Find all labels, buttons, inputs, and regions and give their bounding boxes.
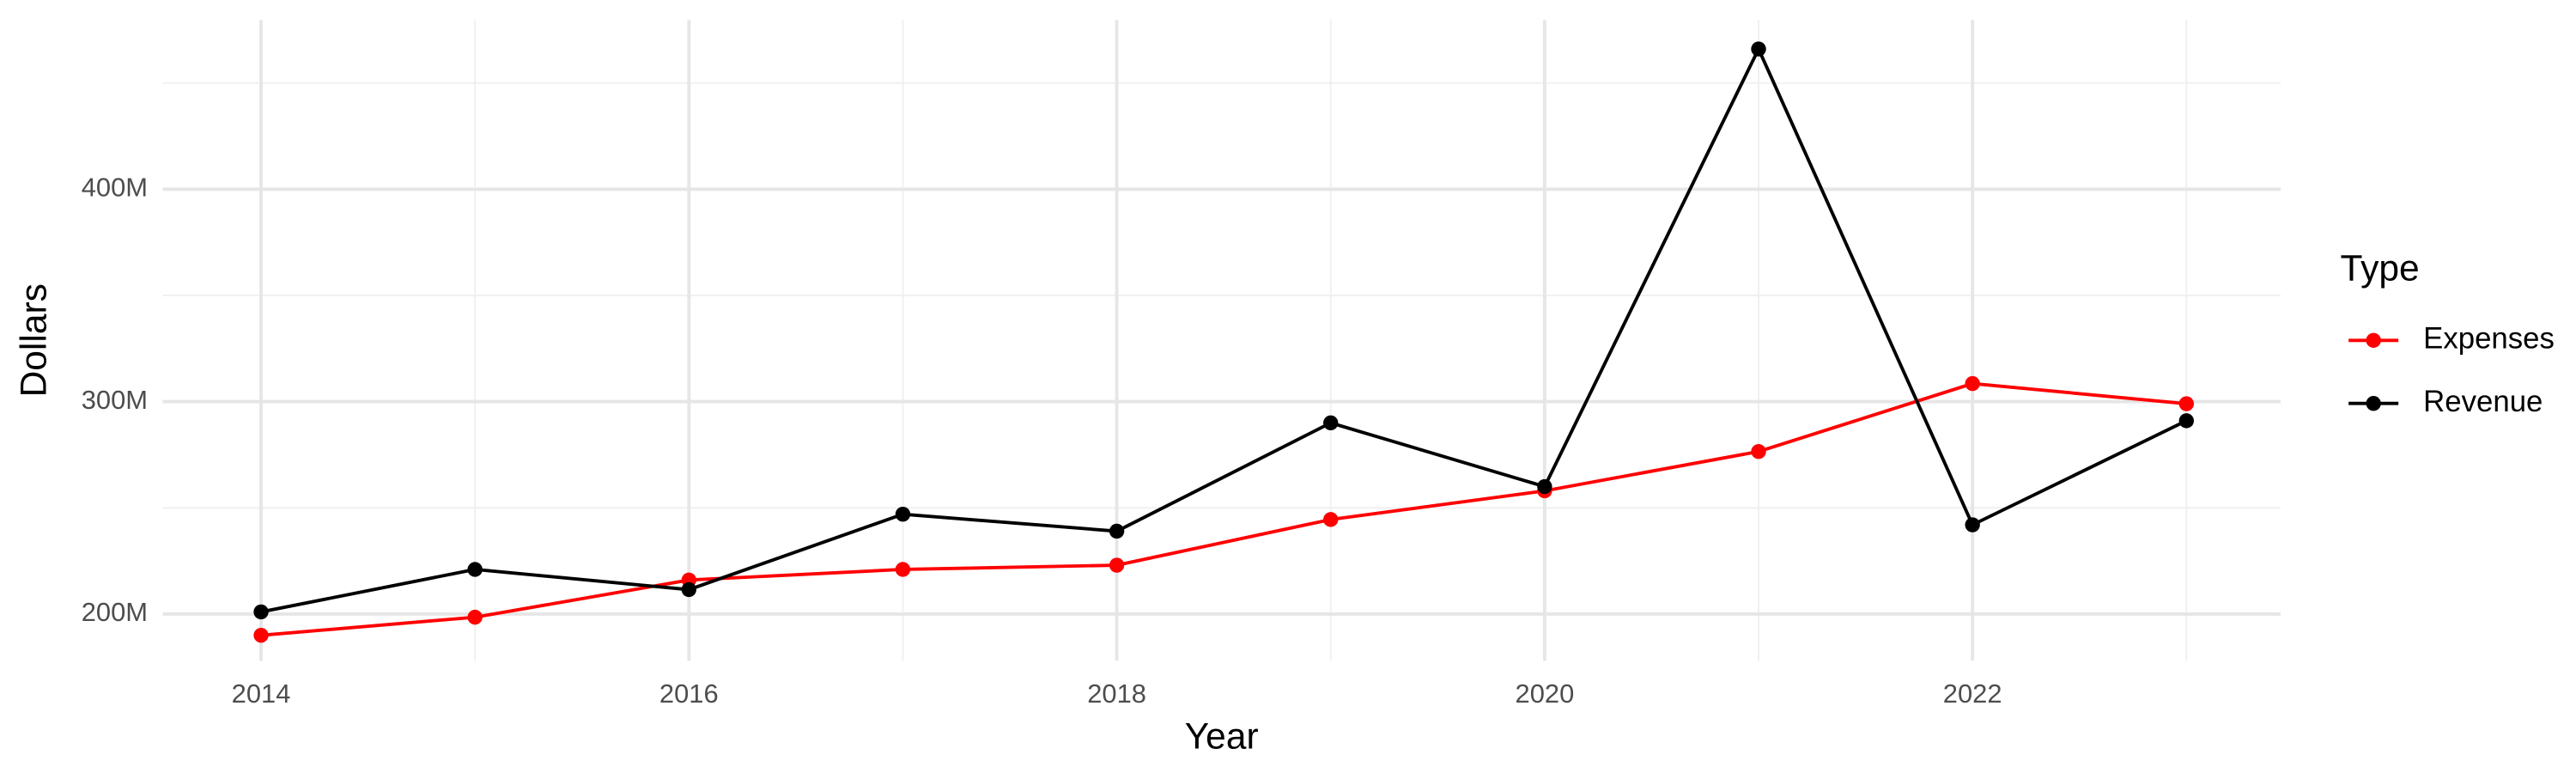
data-point — [895, 506, 911, 522]
x-tick-label: 2022 — [1943, 679, 2002, 709]
data-point — [2178, 413, 2195, 429]
y-tick-label: 400M — [82, 172, 148, 202]
y-tick-label: 300M — [82, 385, 148, 415]
legend-key-point — [2366, 332, 2381, 348]
legend-label: Revenue — [2423, 386, 2543, 418]
data-point — [1965, 375, 1980, 392]
data-point — [253, 627, 269, 643]
series-line — [260, 45, 2188, 614]
data-point — [1323, 512, 1339, 527]
legend-label: Expenses — [2423, 322, 2555, 355]
data-point — [467, 562, 483, 577]
data-point — [253, 604, 269, 620]
data-point — [1109, 557, 1125, 573]
data-point — [2178, 396, 2195, 411]
legend-title: Type — [2341, 248, 2420, 289]
data-point — [895, 562, 911, 577]
x-tick-label: 2020 — [1516, 679, 1575, 709]
data-point — [1537, 478, 1552, 495]
y-tick-label: 200M — [82, 597, 148, 627]
x-tick-label: 2016 — [659, 679, 719, 709]
x-tick-label: 2018 — [1087, 679, 1146, 709]
data-point — [1751, 41, 1766, 57]
data-point — [467, 609, 483, 625]
x-axis-title: Year — [1185, 716, 1259, 757]
y-axis-title: Dollars — [15, 283, 55, 397]
data-point — [1109, 523, 1125, 539]
x-tick-label: 2014 — [232, 679, 291, 709]
data-point — [1751, 444, 1766, 460]
series-line — [260, 381, 2187, 637]
data-point — [681, 581, 697, 598]
data-point — [1965, 517, 1980, 533]
data-point — [1323, 415, 1339, 431]
legend-key-point — [2366, 396, 2381, 411]
